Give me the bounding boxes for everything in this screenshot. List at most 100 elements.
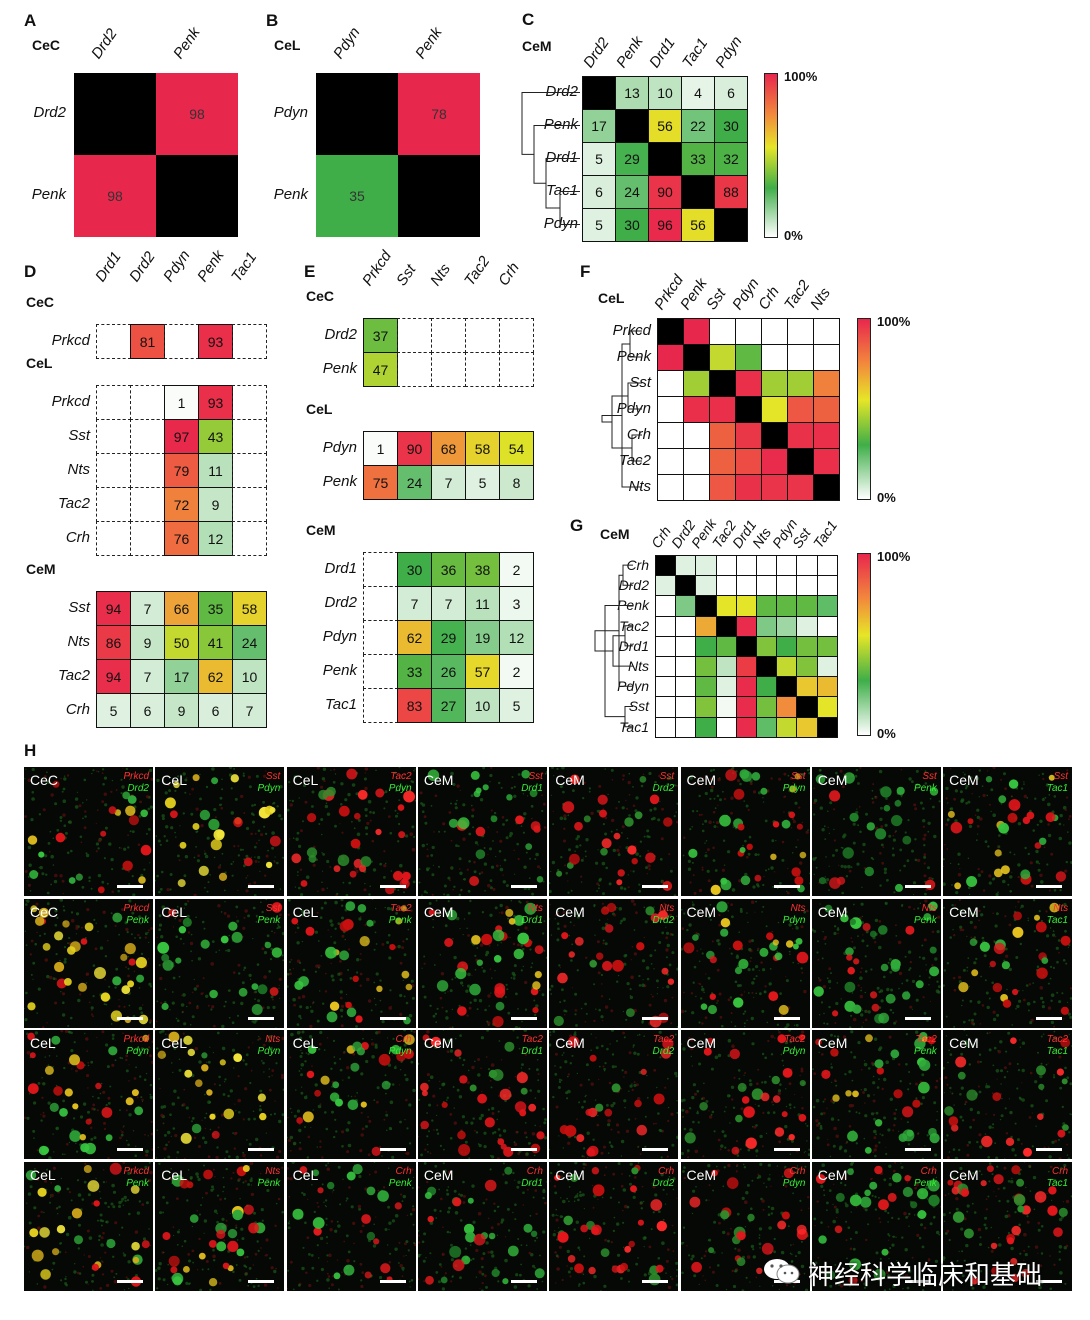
micrograph-tile: CeM Sst Penk (811, 767, 941, 896)
micrograph-tile: CeL Prkcd Penk (24, 1162, 153, 1292)
scale-bar (117, 885, 143, 888)
tile-marker-green: Drd1 (521, 1046, 543, 1058)
tile-marker-green: Penk (257, 1178, 281, 1190)
heatmap-cell (796, 555, 818, 577)
heatmap-cell (813, 474, 840, 501)
table-cell: 75 (363, 465, 398, 500)
micrograph-grid: CeC Prkcd Drd2 CeL Sst Pdyn CeL Tac2 Pdyn CeM Sst D… (24, 767, 1073, 1292)
tile-marker-green: Tac1 (1046, 914, 1069, 926)
heatmap-cell (683, 448, 710, 475)
heatmap-cell (657, 344, 684, 371)
table-cell: 97 (164, 419, 199, 454)
micrograph-tile: CeL Sst Pdyn (155, 767, 285, 896)
heatmap-cell (655, 575, 677, 597)
tile-region-label: CeM (817, 903, 848, 920)
micrograph-image (811, 1162, 941, 1292)
table-cell: 9 (164, 693, 199, 728)
heatmap-cell (776, 656, 798, 678)
tile-region-label: CeC (30, 772, 59, 788)
heatmap-cell (683, 396, 710, 423)
tile-marker-red: Tac2 (652, 1034, 675, 1046)
table-cell (232, 487, 267, 522)
table-cell: 2 (499, 654, 534, 689)
heatmap-cell (675, 635, 697, 657)
heatmap-cell (735, 595, 757, 617)
micrograph-tile: CeM Nts Tac1 (943, 898, 1073, 1028)
heatmap-cell (709, 344, 736, 371)
micrograph-image (24, 1030, 153, 1160)
micrograph-image (286, 767, 416, 896)
table-cell (431, 352, 466, 387)
tile-marker-green: Pdyn (782, 1178, 806, 1190)
colorbar-G (857, 553, 871, 736)
table-cell: 50 (164, 625, 199, 660)
scale-bar (904, 885, 931, 888)
row-header: Nts (67, 461, 91, 478)
heatmap-cell (709, 370, 736, 397)
heatmap-cell (648, 142, 682, 176)
heatmap-cell (657, 370, 684, 397)
table-cell: 62 (198, 659, 233, 694)
table-cell (363, 654, 398, 689)
table-cell (130, 419, 165, 454)
heatmap-cell (796, 696, 818, 718)
micrograph-image (811, 767, 941, 896)
heatmap-cell: 22 (681, 109, 715, 143)
table-cell: 93 (198, 324, 233, 359)
tile-marker-red: Tac2 (390, 902, 412, 914)
row-header: Drd2 (324, 326, 357, 343)
heatmap-cell (683, 422, 710, 449)
micrograph-image (680, 1030, 810, 1160)
table-cell: 37 (363, 318, 398, 353)
heatmap-cell: 17 (582, 109, 616, 143)
tile-region-label: CeL (30, 1167, 56, 1184)
tile-marker-green: Pdyn (388, 1046, 412, 1058)
wechat-icon (762, 1256, 802, 1286)
panel-letter-H: H (24, 741, 37, 760)
table-cell: 54 (499, 431, 534, 466)
table-cell: 12 (499, 620, 534, 655)
col-header: Pdyn (712, 33, 746, 71)
table-cell: 66 (164, 591, 199, 626)
heatmap-cell: 30 (615, 208, 649, 242)
heatmap-cell: 24 (615, 175, 649, 209)
table-cell: 41 (198, 625, 233, 660)
heatmap-cell (683, 318, 710, 345)
table-cell: 81 (130, 324, 165, 359)
tile-region-label: CeM (423, 903, 454, 920)
heatmap-cell (655, 696, 677, 718)
heatmap-cell (756, 656, 778, 678)
heatmap-cell (695, 635, 717, 657)
table-cell: 6 (198, 693, 233, 728)
col-header: Drd1 (92, 248, 125, 285)
table-cell (232, 521, 267, 556)
heatmap-cell (695, 676, 717, 698)
row-header: Pdyn (273, 104, 308, 121)
table-cell (499, 352, 534, 387)
row-header: Penk (273, 186, 308, 203)
col-header: Sst (393, 261, 420, 289)
heatmap-cell (776, 696, 798, 718)
heatmap-cell (813, 422, 840, 449)
tree-branch (629, 330, 642, 358)
scale-bar (248, 1280, 275, 1284)
heatmap-cell (776, 575, 798, 597)
table-cell (397, 318, 432, 353)
table-cell: 3 (499, 586, 534, 621)
heatmap-cell (675, 575, 697, 597)
scale-bar (773, 1148, 800, 1152)
tile-marker-green: Drd2 (652, 1178, 675, 1190)
panel-letter-C: C (522, 10, 535, 29)
tile-region-label: CeL (292, 903, 319, 920)
table-cell: 33 (397, 654, 432, 689)
table-cell: 86 (96, 625, 131, 660)
scale-bar (510, 1016, 537, 1020)
tile-region-label: CeM (817, 1035, 848, 1052)
scale-bar (1036, 1016, 1063, 1020)
heatmap-cell (715, 635, 737, 657)
heatmap-cell (655, 676, 677, 698)
tile-marker-green: Pdyn (257, 1046, 281, 1058)
tile-marker-green: Penk (126, 1178, 149, 1190)
table-cell (363, 620, 398, 655)
heatmap-cell (796, 635, 818, 657)
